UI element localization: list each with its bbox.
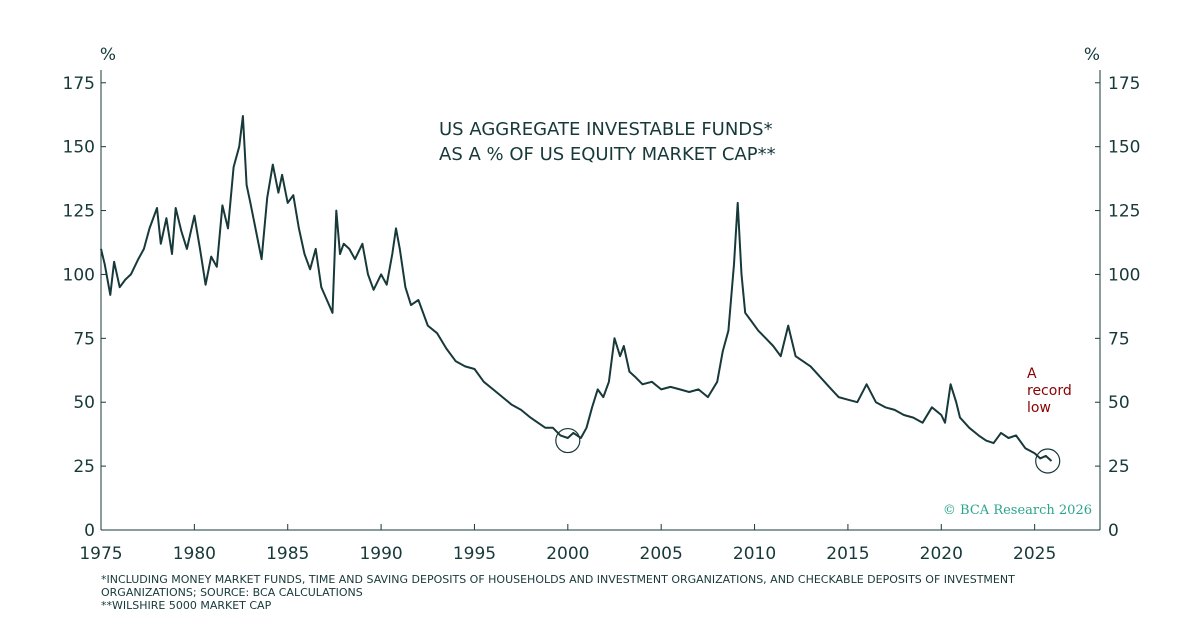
footnote-1: *INCLUDING MONEY MARKET FUNDS, TIME AND … bbox=[101, 573, 1015, 586]
credit-label: © BCA Research 2026 bbox=[943, 503, 1092, 518]
y-tick-label-left: 100 bbox=[63, 265, 95, 285]
series-line bbox=[100, 115, 1053, 462]
chart-tick-labels: 0 0 25 25 50 50 75 75 100 100 125 125 150 150 175 175 19… bbox=[63, 74, 1141, 564]
y-tick-label-left: 25 bbox=[73, 457, 95, 477]
x-tick-label: 2020 bbox=[920, 544, 963, 564]
x-tick-label: 2000 bbox=[546, 544, 589, 564]
chart-title-line-2: AS A % OF US EQUITY MARKET CAP** bbox=[439, 144, 776, 165]
highlight-circles bbox=[555, 427, 1061, 474]
y-tick-label-right: 75 bbox=[1108, 329, 1130, 349]
y-tick-label-right: 150 bbox=[1108, 138, 1140, 158]
y-tick-label-left: 0 bbox=[84, 521, 95, 541]
y-tick-label-left: 75 bbox=[73, 329, 95, 349]
record-low-annotation: A record low bbox=[1027, 366, 1072, 416]
x-tick-label: 2010 bbox=[733, 544, 776, 564]
x-tick-label: 1980 bbox=[173, 544, 216, 564]
highlight-circle bbox=[555, 427, 581, 454]
chart-title-line-1: US AGGREGATE INVESTABLE FUNDS* bbox=[439, 119, 773, 140]
y-tick-label-right: 175 bbox=[1108, 74, 1140, 94]
x-tick-label: 1990 bbox=[359, 544, 402, 564]
x-tick-label: 1995 bbox=[453, 544, 496, 564]
y-tick-label-right: 100 bbox=[1108, 265, 1140, 285]
footnote-2: ORGANIZATIONS; SOURCE: BCA CALCULATIONS bbox=[101, 586, 363, 599]
y-tick-label-right: 125 bbox=[1108, 202, 1140, 222]
chart-axes bbox=[100, 70, 1101, 531]
y-tick-label-right: 25 bbox=[1108, 457, 1130, 477]
right-unit-label: % bbox=[1084, 45, 1100, 65]
x-tick-label: 2005 bbox=[640, 544, 683, 564]
x-tick-label: 2025 bbox=[1013, 544, 1056, 564]
x-tick-label: 2015 bbox=[826, 544, 869, 564]
y-tick-label-right: 0 bbox=[1108, 521, 1119, 541]
annotation-line-3: low bbox=[1027, 400, 1051, 416]
y-tick-label-left: 150 bbox=[63, 138, 95, 158]
y-tick-label-left: 125 bbox=[63, 202, 95, 222]
x-tick-label: 1975 bbox=[79, 544, 122, 564]
left-unit-label: % bbox=[100, 45, 116, 65]
highlight-circle bbox=[1035, 448, 1061, 474]
annotation-line-2: record bbox=[1027, 383, 1072, 399]
annotation-line-1: A bbox=[1027, 366, 1037, 382]
y-tick-label-right: 50 bbox=[1108, 393, 1130, 413]
y-tick-label-left: 50 bbox=[73, 393, 95, 413]
y-tick-label-left: 175 bbox=[63, 74, 95, 94]
x-tick-label: 1985 bbox=[266, 544, 309, 564]
footnote-3: **WILSHIRE 5000 MARKET CAP bbox=[101, 599, 272, 612]
